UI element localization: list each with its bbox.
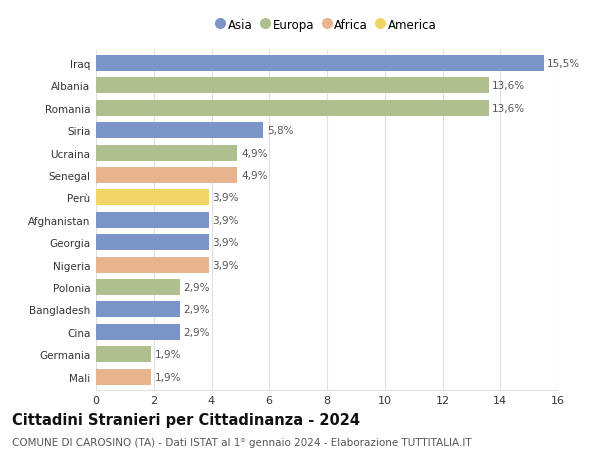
- Text: 2,9%: 2,9%: [183, 305, 210, 315]
- Bar: [96, 235, 209, 251]
- Bar: [96, 145, 238, 161]
- Bar: [96, 347, 151, 363]
- Bar: [96, 101, 488, 117]
- Text: 4,9%: 4,9%: [241, 171, 268, 181]
- Bar: [96, 56, 544, 72]
- Text: 3,9%: 3,9%: [212, 260, 239, 270]
- Text: 13,6%: 13,6%: [492, 81, 525, 91]
- Bar: [96, 190, 209, 206]
- Bar: [96, 123, 263, 139]
- Bar: [96, 212, 209, 229]
- Bar: [96, 280, 180, 296]
- Bar: [96, 369, 151, 385]
- Text: 3,9%: 3,9%: [212, 193, 239, 203]
- Legend: Asia, Europa, Africa, America: Asia, Europa, Africa, America: [217, 19, 437, 32]
- Text: 2,9%: 2,9%: [183, 327, 210, 337]
- Text: 3,9%: 3,9%: [212, 238, 239, 248]
- Bar: [96, 168, 238, 184]
- Bar: [96, 257, 209, 273]
- Text: 15,5%: 15,5%: [547, 59, 580, 69]
- Text: 13,6%: 13,6%: [492, 104, 525, 113]
- Text: 2,9%: 2,9%: [183, 282, 210, 292]
- Text: 3,9%: 3,9%: [212, 215, 239, 225]
- Text: 1,9%: 1,9%: [154, 372, 181, 382]
- Text: 1,9%: 1,9%: [154, 349, 181, 359]
- Bar: [96, 78, 488, 94]
- Bar: [96, 324, 180, 340]
- Text: 5,8%: 5,8%: [267, 126, 293, 136]
- Text: 4,9%: 4,9%: [241, 148, 268, 158]
- Text: Cittadini Stranieri per Cittadinanza - 2024: Cittadini Stranieri per Cittadinanza - 2…: [12, 413, 360, 427]
- Bar: [96, 302, 180, 318]
- Text: COMUNE DI CAROSINO (TA) - Dati ISTAT al 1° gennaio 2024 - Elaborazione TUTTITALI: COMUNE DI CAROSINO (TA) - Dati ISTAT al …: [12, 437, 472, 447]
